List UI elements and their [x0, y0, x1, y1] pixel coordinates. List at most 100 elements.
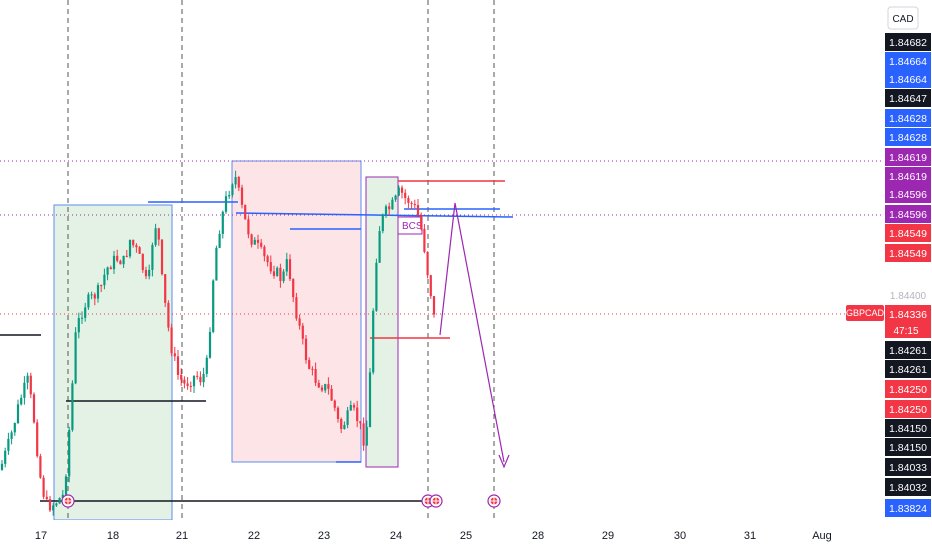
candle: [144, 266, 148, 280]
economic-event-icon[interactable]: [429, 494, 443, 508]
candle: [228, 190, 231, 200]
price-tick-label: 1.84400: [890, 291, 927, 302]
time-axis[interactable]: [0, 520, 884, 550]
candle: [71, 380, 74, 432]
time-tick-label: 17: [35, 530, 47, 542]
candle: [407, 195, 410, 209]
price-label: 1.84549: [885, 224, 931, 242]
price-label: 1.84033: [885, 458, 931, 476]
candle: [68, 426, 71, 483]
candle: [116, 249, 119, 263]
svg-text:1.84647: 1.84647: [889, 93, 927, 105]
candle: [320, 385, 324, 393]
candle: [260, 239, 263, 249]
symbol-tag-label: GBPCAD: [846, 308, 885, 318]
candle: [298, 314, 301, 330]
candle: [77, 312, 80, 339]
candle: [199, 371, 202, 386]
candle: [192, 375, 196, 394]
candle: [327, 377, 330, 395]
price-label: 1.84619: [885, 148, 931, 166]
candle: [292, 278, 295, 303]
candle: [109, 265, 112, 270]
candle: [343, 421, 346, 430]
price-label: 1.84596: [885, 185, 931, 203]
candle: [29, 372, 32, 399]
candle: [138, 246, 141, 254]
price-label: 1.84664: [885, 70, 931, 88]
candle: [247, 216, 250, 239]
level-blue-2[interactable]: [235, 212, 514, 218]
price-label: 1.84619: [885, 167, 931, 185]
candle: [394, 194, 397, 202]
candle: [96, 282, 100, 303]
candle: [221, 210, 224, 239]
candle: [253, 237, 256, 245]
candle: [429, 274, 432, 299]
price-label: 1.84150: [885, 419, 931, 437]
candle: [7, 432, 10, 455]
candle: [122, 255, 125, 268]
candle: [282, 269, 285, 284]
candle: [42, 475, 45, 500]
svg-text:1.84664: 1.84664: [889, 74, 927, 86]
candle: [416, 199, 420, 217]
candle: [256, 234, 260, 249]
candle: [119, 259, 122, 265]
candle: [308, 357, 311, 370]
candle: [132, 239, 135, 248]
candle: [141, 253, 144, 273]
demand-zone-1[interactable]: [53, 204, 173, 521]
candle: [285, 252, 288, 276]
candle: [160, 239, 164, 276]
economic-event-icon[interactable]: [61, 494, 75, 508]
candle: [250, 233, 253, 248]
price-label: 1.84647: [885, 89, 931, 107]
price-label: 1.84664: [885, 52, 931, 70]
candle: [372, 308, 375, 375]
candle: [269, 255, 272, 275]
price-label: 1.84250: [885, 380, 931, 398]
svg-text:1.84033: 1.84033: [889, 462, 927, 474]
svg-text:1.84596: 1.84596: [889, 189, 927, 201]
candle: [324, 383, 327, 393]
candle: [202, 367, 205, 388]
time-tick-label: 28: [532, 530, 544, 542]
candle: [180, 368, 183, 386]
economic-event-icon[interactable]: [487, 494, 501, 508]
candle: [100, 284, 103, 293]
candle: [397, 185, 400, 197]
price-label: 1.84250: [885, 400, 931, 418]
time-tick-label: 25: [460, 530, 472, 542]
candle: [423, 223, 426, 254]
candle: [279, 263, 282, 288]
candle: [413, 199, 416, 209]
price-label: 1.84628: [885, 128, 931, 146]
candle: [231, 183, 234, 198]
candle: [381, 213, 384, 234]
candle: [368, 368, 372, 428]
price-label: 1.84596: [885, 205, 931, 223]
time-tick-label: Aug: [812, 530, 832, 542]
candle: [148, 264, 151, 280]
candle: [208, 327, 212, 359]
projection-path[interactable]: [439, 202, 505, 463]
candle: [272, 265, 276, 279]
svg-text:1.84336: 1.84336: [889, 309, 927, 321]
candle: [87, 292, 90, 310]
svg-text:1.84628: 1.84628: [889, 113, 927, 125]
candle: [135, 243, 138, 253]
candle: [189, 381, 192, 392]
svg-text:1.84250: 1.84250: [889, 384, 927, 396]
candle: [64, 474, 68, 498]
candle: [240, 184, 244, 209]
svg-text:1.83824: 1.83824: [889, 503, 927, 515]
candle: [176, 350, 180, 380]
currency-button[interactable]: [887, 6, 919, 30]
candle: [186, 377, 189, 390]
candle: [20, 394, 23, 406]
candle: [32, 392, 36, 424]
candle: [362, 417, 365, 451]
svg-text:1.84664: 1.84664: [889, 56, 927, 68]
